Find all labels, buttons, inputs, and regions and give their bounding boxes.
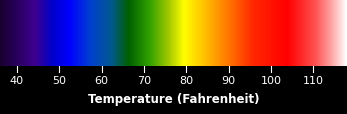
Text: 100: 100 [260, 75, 281, 85]
Text: 40: 40 [10, 75, 24, 85]
Text: 90: 90 [221, 75, 236, 85]
Text: 110: 110 [303, 75, 324, 85]
Text: 60: 60 [95, 75, 109, 85]
Text: Temperature (Fahrenheit): Temperature (Fahrenheit) [88, 92, 259, 105]
Text: 80: 80 [179, 75, 193, 85]
Text: 70: 70 [137, 75, 151, 85]
Text: 50: 50 [52, 75, 66, 85]
